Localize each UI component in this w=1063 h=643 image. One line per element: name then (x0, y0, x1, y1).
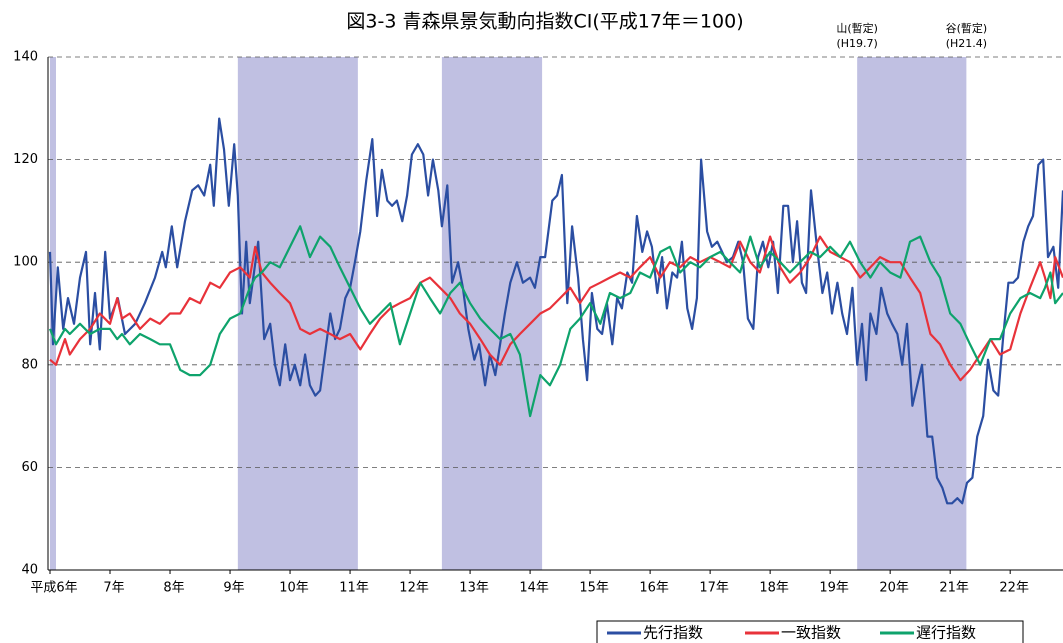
legend-box (596, 620, 1024, 643)
annotation-label: 谷(暫定) (946, 21, 988, 35)
x-tick-label: 平成6年 (30, 581, 77, 596)
x-tick-label: 10年 (279, 581, 309, 596)
x-tick-label: 13年 (459, 581, 489, 596)
x-tick-label: 15年 (579, 581, 609, 596)
x-tick-label: 18年 (759, 581, 789, 596)
x-tick-label: 11年 (339, 581, 369, 596)
y-tick-label: 60 (21, 460, 38, 475)
y-tick-label: 140 (13, 50, 38, 65)
shaded-period (441, 57, 543, 570)
y-tick-label: 120 (13, 152, 38, 167)
x-tick-label: 14年 (519, 581, 549, 596)
legend-label: 先行指数 (643, 624, 703, 642)
annotation-label: 山(暫定) (836, 21, 878, 35)
shaded-period (857, 57, 967, 570)
x-tick-label: 17年 (699, 581, 729, 596)
legend-label: 遅行指数 (916, 624, 976, 642)
x-tick-label: 16年 (639, 581, 669, 596)
x-tick-label: 22年 (999, 581, 1029, 596)
y-tick-label: 80 (21, 357, 38, 372)
annotation-date: (H21.4) (946, 37, 987, 50)
x-tick-label: 7年 (103, 581, 124, 596)
series-group (48, 117, 1063, 505)
annotation-date: (H19.7) (836, 37, 877, 50)
x-tick-label: 19年 (819, 581, 849, 596)
y-tick-label: 40 (21, 563, 38, 578)
x-tick-label: 12年 (399, 581, 429, 596)
shaded-period (237, 57, 358, 570)
legend-label: 一致指数 (781, 624, 841, 642)
x-tick-label: 20年 (879, 581, 909, 596)
series-line (48, 117, 1063, 505)
x-tick-label: 21年 (939, 581, 969, 596)
chart-title: 図3-3 青森県景気動向指数CI(平成17年＝100) (346, 11, 743, 33)
series-line (48, 225, 1063, 418)
x-tick-label: 9年 (223, 581, 244, 596)
y-tick-label: 100 (13, 255, 38, 270)
x-tick-label: 8年 (163, 581, 184, 596)
